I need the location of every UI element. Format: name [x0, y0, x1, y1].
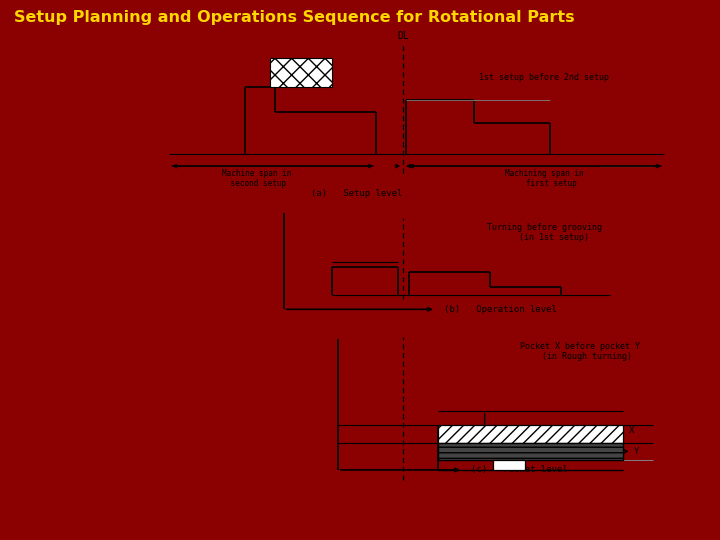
Text: (a)   Setup level: (a) Setup level [310, 189, 402, 198]
Text: Machine span in
 second setup: Machine span in second setup [222, 168, 291, 188]
Text: 1st setup before 2nd setup: 1st setup before 2nd setup [480, 72, 609, 82]
Text: Machining span in
   first setup: Machining span in first setup [505, 168, 584, 188]
Text: Turning before grooving
    (in 1st setup): Turning before grooving (in 1st setup) [487, 223, 602, 242]
Text: X: X [629, 426, 634, 435]
Text: DL: DL [397, 31, 409, 41]
Bar [270, 58, 333, 87]
Text: Pocket X before pocket Y
   (in Rough turning): Pocket X before pocket Y (in Rough turni… [520, 342, 640, 361]
Text: Setup Planning and Operations Sequence for Rotational Parts: Setup Planning and Operations Sequence f… [14, 10, 575, 25]
Text: (b)   Operation level: (b) Operation level [444, 305, 557, 314]
Text: Y: Y [634, 447, 639, 456]
Bar [438, 443, 624, 460]
Text: (c)   Pocket level: (c) Pocket level [471, 465, 568, 475]
Bar [492, 460, 526, 470]
Bar [438, 426, 624, 443]
